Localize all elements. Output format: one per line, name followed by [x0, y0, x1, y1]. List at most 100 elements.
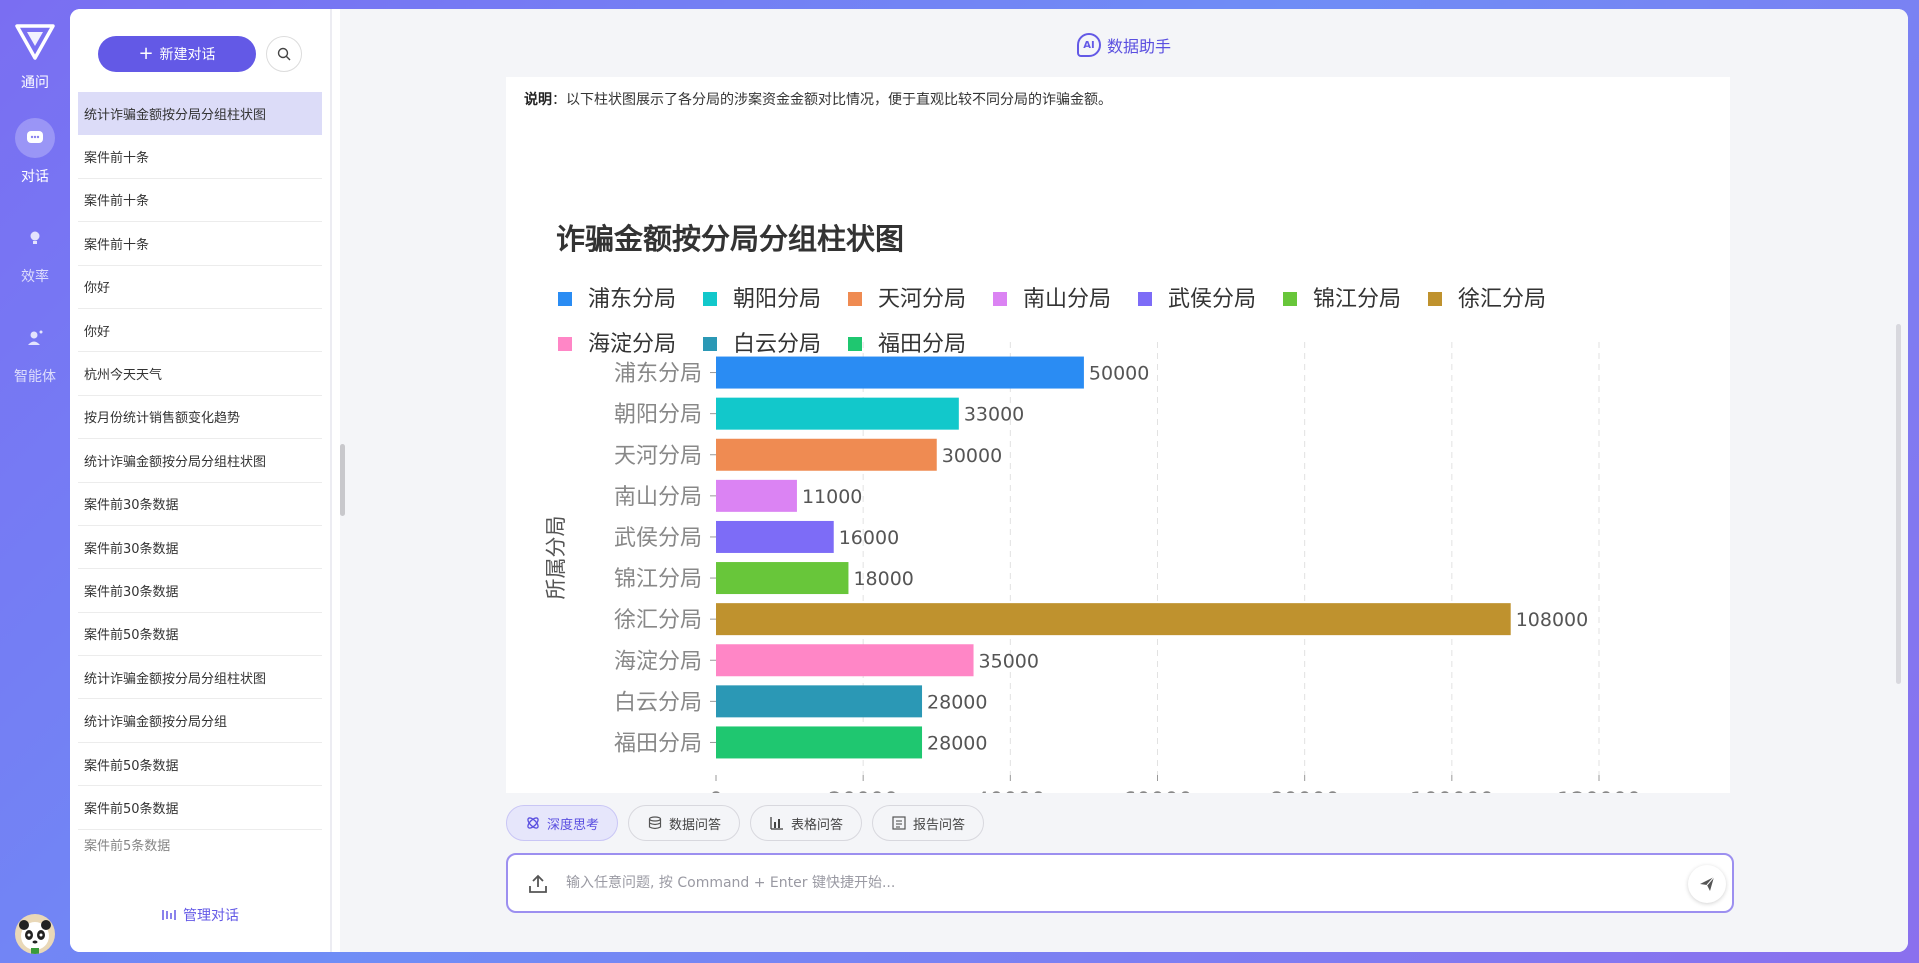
bar-value-label: 35000: [979, 650, 1039, 672]
rail-item-chat-label: 对话: [21, 169, 49, 185]
mode-deep-think[interactable]: 深度思考: [506, 805, 619, 841]
database-icon: [648, 816, 662, 830]
y-tick-label: 锦江分局: [614, 567, 702, 592]
legend-label: 福田分局: [878, 332, 966, 357]
mode-table-qa-label: 表格问答: [791, 817, 844, 833]
history-item[interactable]: 统计诈骗金额按分局分组柱状图: [78, 92, 322, 136]
plus-icon: +: [138, 43, 154, 64]
x-tick-label: 20000: [828, 789, 898, 793]
new-chat-label: 新建对话: [159, 47, 216, 63]
legend-label: 白云分局: [733, 332, 821, 357]
bar-value-label: 11000: [802, 486, 862, 508]
bar-value-label: 108000: [1516, 609, 1589, 631]
app-logo-icon[interactable]: [13, 18, 57, 62]
history-sidebar: + 新建对话 统计诈骗金额按分局分组柱状图 案件前十条 案件前十条 案件前十条 …: [70, 9, 330, 952]
bar: [716, 603, 1511, 636]
manage-conversations-label: 管理对话: [183, 908, 239, 924]
upload-icon[interactable]: [526, 872, 550, 896]
legend-swatch: [703, 337, 717, 351]
history-item[interactable]: 统计诈骗金额按分局分组柱状图: [78, 656, 322, 700]
chat-area: AI 数据助手 说明：以下柱状图展示了各分局的涉案资金金额对比情况，便于直观比较…: [340, 9, 1908, 952]
chart-description: 说明：以下柱状图展示了各分局的涉案资金金额对比情况，便于直观比较不同分局的诈骗金…: [524, 89, 1112, 109]
description-label: 说明: [524, 92, 552, 108]
history-item[interactable]: 案件前30条数据: [78, 569, 322, 613]
app-name: 通问: [21, 75, 49, 91]
history-item[interactable]: 杭州今天天气: [78, 352, 322, 396]
chat-title: 数据助手: [1106, 37, 1171, 56]
bar: [716, 685, 923, 718]
history-item[interactable]: 案件前50条数据: [78, 743, 322, 787]
new-chat-button[interactable]: + 新建对话: [98, 36, 256, 72]
manage-icon: [162, 910, 176, 920]
rail-item-efficiency[interactable]: 效率: [0, 218, 70, 286]
history-item[interactable]: 案件前50条数据: [78, 786, 322, 830]
y-tick-label: 白云分局: [614, 690, 702, 715]
bar: [716, 644, 974, 677]
mode-report-qa[interactable]: 报告问答: [872, 805, 985, 841]
rail-item-agent[interactable]: 智能体: [0, 318, 70, 386]
rail-item-agent-label: 智能体: [14, 369, 56, 385]
legend-label: 天河分局: [878, 287, 966, 312]
y-tick-label: 天河分局: [614, 444, 702, 469]
history-item[interactable]: 你好: [78, 309, 322, 353]
ai-assistant-icon: AI: [1076, 33, 1101, 57]
description-text: ：以下柱状图展示了各分局的涉案资金金额对比情况，便于直观比较不同分局的诈骗金额。: [552, 92, 1112, 108]
search-history-button[interactable]: [266, 36, 302, 72]
history-item[interactable]: 案件前30条数据: [78, 483, 322, 526]
history-item[interactable]: 案件前十条: [78, 222, 322, 266]
bar-value-label: 50000: [1089, 363, 1149, 385]
y-tick-label: 武侯分局: [614, 526, 702, 551]
bar: [716, 726, 923, 759]
chart-title: 诈骗金额按分局分组柱状图: [556, 222, 904, 256]
legend-swatch: [1138, 292, 1152, 306]
history-list: 统计诈骗金额按分局分组柱状图 案件前十条 案件前十条 案件前十条 你好 你好 杭…: [78, 92, 322, 852]
legend-swatch: [703, 292, 717, 306]
bar: [716, 397, 959, 430]
legend-label: 南山分局: [1023, 287, 1111, 312]
chat-header: AI 数据助手: [340, 33, 1908, 57]
history-item[interactable]: 统计诈骗金额按分局分组: [78, 699, 322, 743]
legend-swatch: [558, 292, 572, 306]
app-rail: 通问 对话 效率 智能体: [0, 0, 70, 963]
legend-swatch: [993, 292, 1007, 306]
search-icon: [277, 47, 291, 61]
assistant-message: 说明：以下柱状图展示了各分局的涉案资金金额对比情况，便于直观比较不同分局的诈骗金…: [506, 77, 1730, 793]
bar-value-label: 16000: [839, 527, 899, 549]
history-item[interactable]: 案件前5条数据: [84, 838, 171, 852]
ai-badge-text: AI: [1083, 39, 1095, 51]
send-button[interactable]: [1688, 865, 1726, 903]
x-tick-label: 100000: [1410, 789, 1494, 793]
history-item[interactable]: 案件前50条数据: [78, 613, 322, 657]
y-tick-label: 海淀分局: [614, 649, 702, 674]
manage-conversations-button[interactable]: 管理对话: [70, 905, 330, 925]
legend-swatch: [1283, 292, 1297, 306]
history-item[interactable]: 你好: [78, 266, 322, 309]
y-tick-label: 徐汇分局: [614, 608, 702, 633]
chat-scrollbar[interactable]: [1896, 324, 1901, 684]
bar-value-label: 28000: [927, 691, 987, 713]
y-tick-label: 浦东分局: [614, 362, 702, 387]
mode-table-qa[interactable]: 表格问答: [750, 805, 863, 841]
legend-label: 锦江分局: [1313, 287, 1401, 312]
bar-value-label: 33000: [964, 404, 1024, 426]
prompt-input[interactable]: [566, 869, 1646, 897]
send-icon: [1700, 876, 1715, 891]
user-avatar[interactable]: [15, 914, 55, 954]
sidebar-resize-handle[interactable]: [340, 444, 345, 516]
mode-data-qa[interactable]: 数据问答: [628, 805, 741, 841]
history-item[interactable]: 按月份统计销售额变化趋势: [78, 396, 322, 440]
history-item[interactable]: 统计诈骗金额按分局分组柱状图: [78, 439, 322, 483]
legend-label: 徐汇分局: [1458, 287, 1546, 312]
x-tick-label: 40000: [975, 789, 1045, 793]
bar-value-label: 28000: [927, 732, 987, 754]
history-item[interactable]: 案件前十条: [78, 135, 322, 179]
history-item[interactable]: 案件前30条数据: [78, 526, 322, 570]
mode-deep-think-label: 深度思考: [547, 817, 600, 833]
legend-swatch: [848, 292, 862, 306]
rail-item-chat[interactable]: 对话: [0, 118, 70, 186]
legend-label: 朝阳分局: [733, 287, 821, 312]
x-tick-label: 120000: [1557, 789, 1641, 793]
y-tick-label: 福田分局: [614, 731, 702, 756]
history-item[interactable]: 案件前十条: [78, 179, 322, 223]
legend-label: 海淀分局: [588, 332, 676, 357]
